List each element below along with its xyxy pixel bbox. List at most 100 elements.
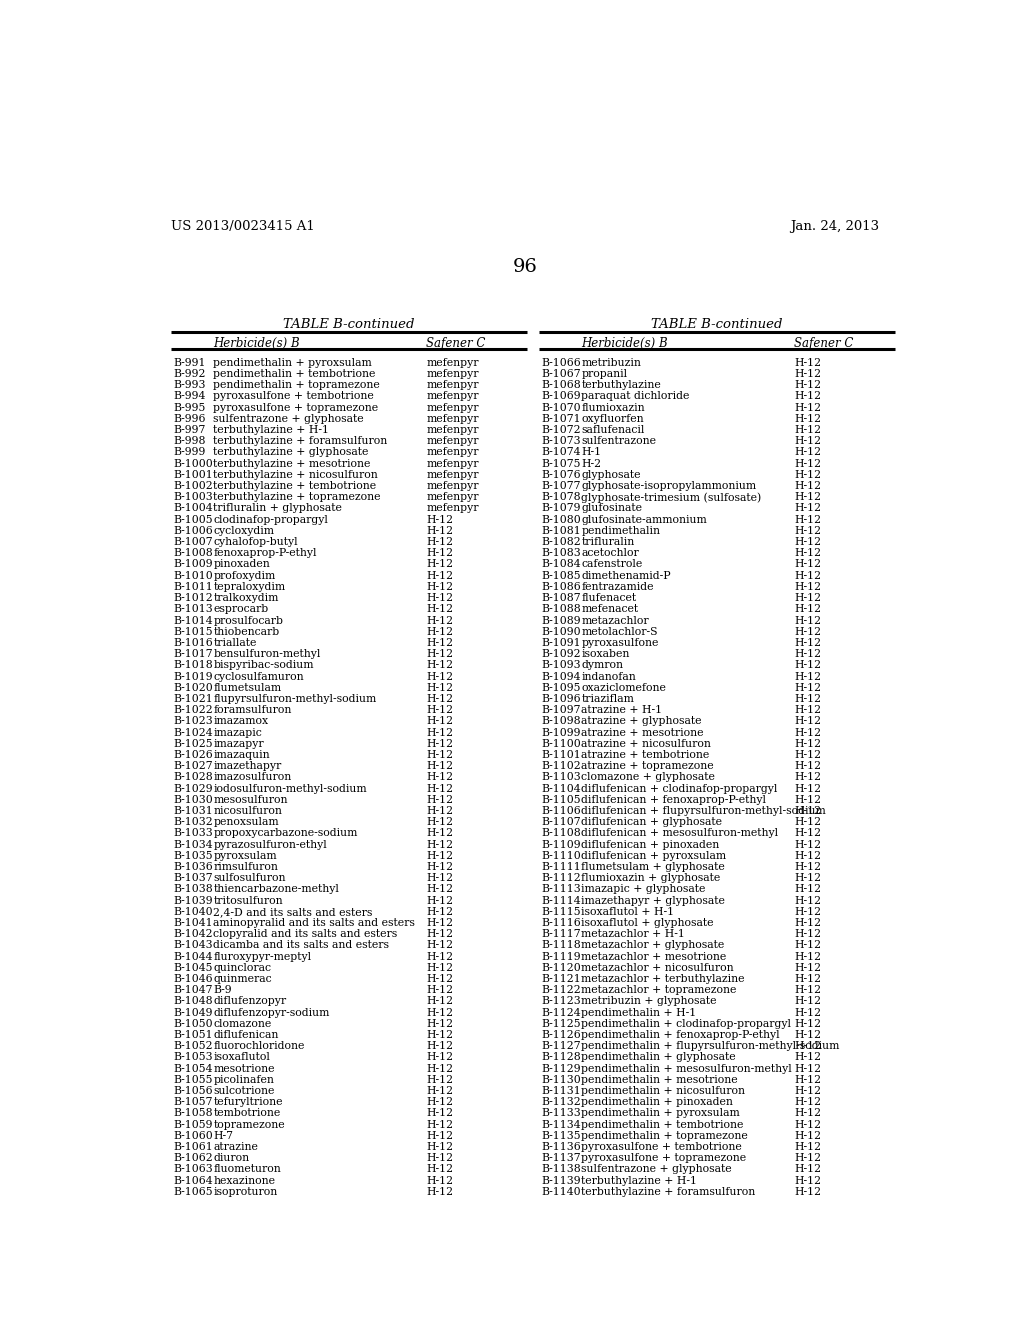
Text: B-991: B-991: [173, 358, 206, 368]
Text: H-12: H-12: [426, 772, 454, 783]
Text: B-1127: B-1127: [541, 1041, 581, 1051]
Text: H-12: H-12: [426, 784, 454, 793]
Text: dicamba and its salts and esters: dicamba and its salts and esters: [213, 940, 389, 950]
Text: topramezone: topramezone: [213, 1119, 285, 1130]
Text: B-1017: B-1017: [173, 649, 213, 659]
Text: mefenpyr: mefenpyr: [426, 370, 479, 379]
Text: metazachlor + terbuthylazine: metazachlor + terbuthylazine: [582, 974, 744, 983]
Text: mefenpyr: mefenpyr: [426, 414, 479, 424]
Text: glufosinate: glufosinate: [582, 503, 642, 513]
Text: H-12: H-12: [795, 480, 821, 491]
Text: tritosulfuron: tritosulfuron: [213, 895, 283, 906]
Text: B-1066: B-1066: [541, 358, 581, 368]
Text: B-1091: B-1091: [541, 638, 581, 648]
Text: B-1072: B-1072: [541, 425, 581, 436]
Text: H-12: H-12: [426, 1187, 454, 1197]
Text: quinclorac: quinclorac: [213, 962, 271, 973]
Text: 96: 96: [512, 259, 538, 276]
Text: terbuthylazine + topramezone: terbuthylazine + topramezone: [213, 492, 381, 503]
Text: H-12: H-12: [426, 997, 454, 1006]
Text: B-1135: B-1135: [541, 1131, 581, 1140]
Text: B-1013: B-1013: [173, 605, 213, 614]
Text: imazethapyr: imazethapyr: [213, 762, 282, 771]
Text: H-12: H-12: [795, 1164, 821, 1175]
Text: B-1021: B-1021: [173, 694, 213, 704]
Text: B-1099: B-1099: [541, 727, 581, 738]
Text: B-1031: B-1031: [173, 807, 213, 816]
Text: triaziflam: triaziflam: [582, 694, 634, 704]
Text: H-12: H-12: [795, 997, 821, 1006]
Text: flupyrsulfuron-methyl-sodium: flupyrsulfuron-methyl-sodium: [213, 694, 377, 704]
Text: B-1080: B-1080: [541, 515, 581, 524]
Text: H-12: H-12: [426, 605, 454, 614]
Text: pendimethalin + mesotrione: pendimethalin + mesotrione: [582, 1074, 738, 1085]
Text: H-12: H-12: [426, 615, 454, 626]
Text: sulfentrazone + glyphosate: sulfentrazone + glyphosate: [582, 1164, 732, 1175]
Text: B-1097: B-1097: [541, 705, 581, 715]
Text: H-12: H-12: [795, 627, 821, 636]
Text: imazethapyr + glyphosate: imazethapyr + glyphosate: [582, 895, 725, 906]
Text: H-12: H-12: [795, 1097, 821, 1107]
Text: H-12: H-12: [795, 1074, 821, 1085]
Text: clopyralid and its salts and esters: clopyralid and its salts and esters: [213, 929, 397, 940]
Text: pendimethalin + topramezone: pendimethalin + topramezone: [582, 1131, 749, 1140]
Text: terbuthylazine + glyphosate: terbuthylazine + glyphosate: [213, 447, 369, 458]
Text: H-12: H-12: [795, 447, 821, 458]
Text: H-12: H-12: [795, 1064, 821, 1073]
Text: H-12: H-12: [795, 917, 821, 928]
Text: mefenpyr: mefenpyr: [426, 403, 479, 413]
Text: H-12: H-12: [795, 593, 821, 603]
Text: isoproturon: isoproturon: [213, 1187, 278, 1197]
Text: H-12: H-12: [795, 727, 821, 738]
Text: propoxycarbazone-sodium: propoxycarbazone-sodium: [213, 829, 357, 838]
Text: B-1112: B-1112: [541, 874, 581, 883]
Text: imazaquin: imazaquin: [213, 750, 270, 760]
Text: H-12: H-12: [795, 649, 821, 659]
Text: B-1077: B-1077: [541, 480, 581, 491]
Text: H-12: H-12: [795, 985, 821, 995]
Text: B-1063: B-1063: [173, 1164, 213, 1175]
Text: terbuthylazine + mesotrione: terbuthylazine + mesotrione: [213, 458, 371, 469]
Text: H-12: H-12: [795, 1187, 821, 1197]
Text: trifluralin + glyphosate: trifluralin + glyphosate: [213, 503, 342, 513]
Text: sulfosulfuron: sulfosulfuron: [213, 874, 286, 883]
Text: H-12: H-12: [426, 1154, 454, 1163]
Text: B-1094: B-1094: [541, 672, 581, 681]
Text: H-12: H-12: [426, 660, 454, 671]
Text: B-1070: B-1070: [541, 403, 581, 413]
Text: B-1071: B-1071: [541, 414, 581, 424]
Text: B-1102: B-1102: [541, 762, 581, 771]
Text: B-1133: B-1133: [541, 1109, 581, 1118]
Text: B-1034: B-1034: [173, 840, 213, 850]
Text: B-1041: B-1041: [173, 917, 213, 928]
Text: B-1057: B-1057: [173, 1097, 212, 1107]
Text: H-12: H-12: [795, 884, 821, 895]
Text: sulcotrione: sulcotrione: [213, 1086, 274, 1096]
Text: pendimethalin + mesosulfuron-methyl: pendimethalin + mesosulfuron-methyl: [582, 1064, 793, 1073]
Text: isoxaflutol: isoxaflutol: [213, 1052, 270, 1063]
Text: B-1126: B-1126: [541, 1030, 581, 1040]
Text: terbuthylazine + nicosulfuron: terbuthylazine + nicosulfuron: [213, 470, 378, 480]
Text: B-1095: B-1095: [541, 682, 581, 693]
Text: B-1065: B-1065: [173, 1187, 213, 1197]
Text: H-12: H-12: [426, 560, 454, 569]
Text: B-1012: B-1012: [173, 593, 213, 603]
Text: B-1024: B-1024: [173, 727, 213, 738]
Text: flumioxazin + glyphosate: flumioxazin + glyphosate: [582, 874, 721, 883]
Text: H-12: H-12: [795, 952, 821, 961]
Text: indanofan: indanofan: [582, 672, 636, 681]
Text: trifluralin: trifluralin: [582, 537, 635, 546]
Text: H-12: H-12: [795, 1086, 821, 1096]
Text: H-12: H-12: [795, 907, 821, 917]
Text: H-12: H-12: [426, 940, 454, 950]
Text: B-1051: B-1051: [173, 1030, 213, 1040]
Text: dymron: dymron: [582, 660, 624, 671]
Text: B-1079: B-1079: [541, 503, 581, 513]
Text: imazapic: imazapic: [213, 727, 262, 738]
Text: H-12: H-12: [795, 705, 821, 715]
Text: H-12: H-12: [795, 414, 821, 424]
Text: B-1087: B-1087: [541, 593, 581, 603]
Text: H-12: H-12: [426, 537, 454, 546]
Text: B-1139: B-1139: [541, 1176, 581, 1185]
Text: sulfentrazone + glyphosate: sulfentrazone + glyphosate: [213, 414, 364, 424]
